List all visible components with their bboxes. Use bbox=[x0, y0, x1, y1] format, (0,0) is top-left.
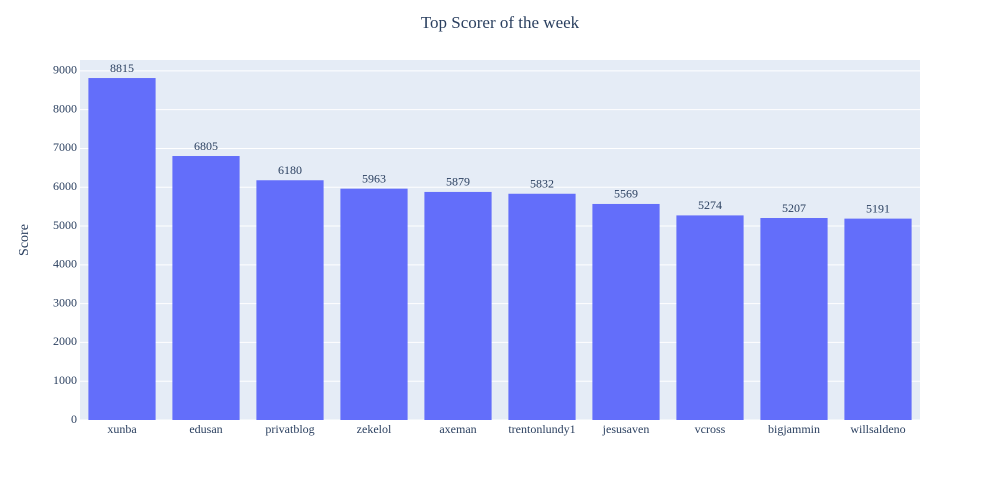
bar bbox=[508, 193, 576, 420]
x-tick-label: bigjammin bbox=[768, 422, 820, 436]
data-label: 5207 bbox=[782, 201, 806, 215]
data-label: 5191 bbox=[866, 201, 890, 215]
x-tick-label: axeman bbox=[439, 422, 476, 436]
y-tick-label: 2000 bbox=[53, 334, 77, 348]
x-tick-label: vcross bbox=[695, 422, 726, 436]
bar bbox=[172, 156, 240, 420]
y-axis-title: Score bbox=[17, 224, 32, 256]
bar bbox=[844, 218, 912, 420]
bar bbox=[760, 218, 828, 420]
y-tick-label: 3000 bbox=[53, 295, 77, 309]
data-label: 6805 bbox=[194, 139, 218, 153]
y-tick-label: 5000 bbox=[53, 218, 77, 232]
bar bbox=[424, 191, 492, 420]
y-tick-label: 0 bbox=[71, 412, 77, 426]
x-tick-label: zekelol bbox=[357, 422, 392, 436]
y-tick-label: 7000 bbox=[53, 140, 77, 154]
bar bbox=[256, 180, 324, 420]
y-tick-label: 1000 bbox=[53, 373, 77, 387]
data-label: 5569 bbox=[614, 187, 638, 201]
bar bbox=[592, 203, 660, 420]
data-label: 6180 bbox=[278, 163, 302, 177]
x-tick-label: willsaldeno bbox=[850, 422, 905, 436]
chart-title: Top Scorer of the week bbox=[421, 13, 580, 32]
bar bbox=[676, 215, 744, 420]
x-tick-label: trentonlundy1 bbox=[508, 422, 575, 436]
x-tick-label: edusan bbox=[189, 422, 222, 436]
y-tick-label: 4000 bbox=[53, 257, 77, 271]
data-label: 5963 bbox=[362, 171, 386, 185]
y-tick-label: 6000 bbox=[53, 179, 77, 193]
bar bbox=[88, 78, 156, 421]
data-label: 5879 bbox=[446, 175, 470, 189]
y-tick-label: 9000 bbox=[53, 63, 77, 77]
x-tick-label: privatblog bbox=[265, 422, 314, 436]
x-tick-label: xunba bbox=[107, 422, 137, 436]
data-label: 5274 bbox=[698, 198, 722, 212]
x-tick-label: jesusaven bbox=[602, 422, 650, 436]
y-tick-label: 8000 bbox=[53, 101, 77, 115]
data-label: 8815 bbox=[110, 61, 134, 75]
data-label: 5832 bbox=[530, 177, 554, 191]
bar bbox=[340, 188, 408, 420]
